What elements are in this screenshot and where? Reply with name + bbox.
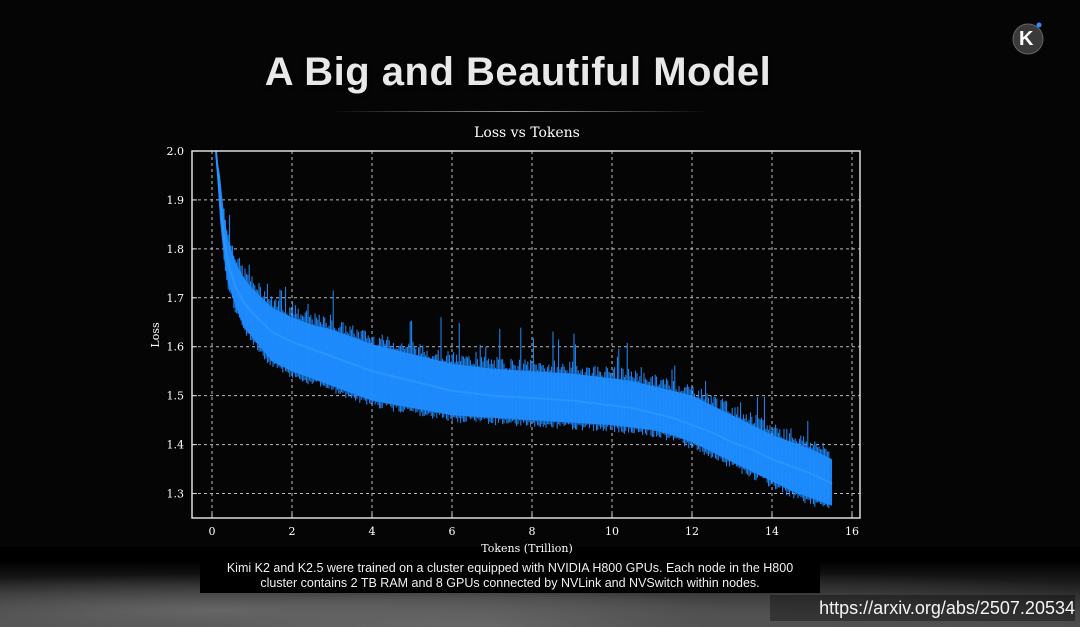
plot-frame (191, 150, 861, 519)
chart-ticks: 0 2 4 6 8 10 12 14 16 1.3 1.4 1.5 1.6 1.7 1.8 1.9 2.0 (167, 145, 860, 538)
kimi-logo: K (1008, 18, 1048, 56)
y-tick-label: 1.7 (167, 292, 185, 305)
slide-caption: Kimi K2 and K2.5 were trained on a clust… (200, 560, 820, 593)
y-tick-label: 1.9 (167, 194, 185, 207)
x-tick-label: 12 (685, 525, 699, 538)
slide-title: A Big and Beautiful Model (264, 50, 772, 94)
title-divider (330, 111, 710, 112)
x-tick-label: 8 (529, 525, 536, 538)
chart-data-layer (215, 150, 833, 509)
caption-line-1: Kimi K2 and K2.5 were trained on a clust… (226, 561, 794, 575)
y-tick-label: 1.6 (167, 341, 185, 354)
x-tick-label: 16 (845, 525, 859, 538)
y-tick-label: 1.8 (167, 243, 185, 256)
y-tick-label: 1.5 (167, 390, 185, 403)
y-axis-label: Loss (149, 322, 162, 348)
x-tick-label: 10 (605, 525, 619, 538)
x-tick-label: 2 (289, 525, 296, 538)
source-url: https://arxiv.org/abs/2507.20534 (770, 595, 1075, 621)
y-tick-label: 2.0 (167, 145, 185, 158)
loss-line (215, 150, 833, 485)
y-tick-label: 1.3 (167, 488, 185, 501)
loss-noise-spikes (223, 208, 830, 509)
x-tick-label: 6 (449, 525, 456, 538)
chart-grid (192, 151, 860, 518)
y-tick-label: 1.4 (167, 439, 185, 452)
x-tick-label: 4 (369, 525, 376, 538)
caption-line-2: cluster contains 2 TB RAM and 8 GPUs con… (260, 576, 760, 590)
x-tick-label: 14 (765, 525, 779, 538)
chart-title: Loss vs Tokens (474, 125, 580, 141)
x-tick-label: 0 (209, 525, 216, 538)
svg-text:K: K (1019, 28, 1034, 50)
x-axis-label: Tokens (Trillion) (481, 542, 572, 555)
